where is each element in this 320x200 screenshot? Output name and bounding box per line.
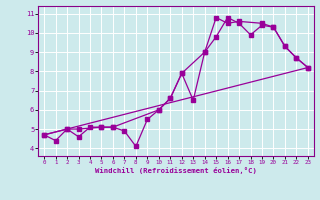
X-axis label: Windchill (Refroidissement éolien,°C): Windchill (Refroidissement éolien,°C) [95, 167, 257, 174]
